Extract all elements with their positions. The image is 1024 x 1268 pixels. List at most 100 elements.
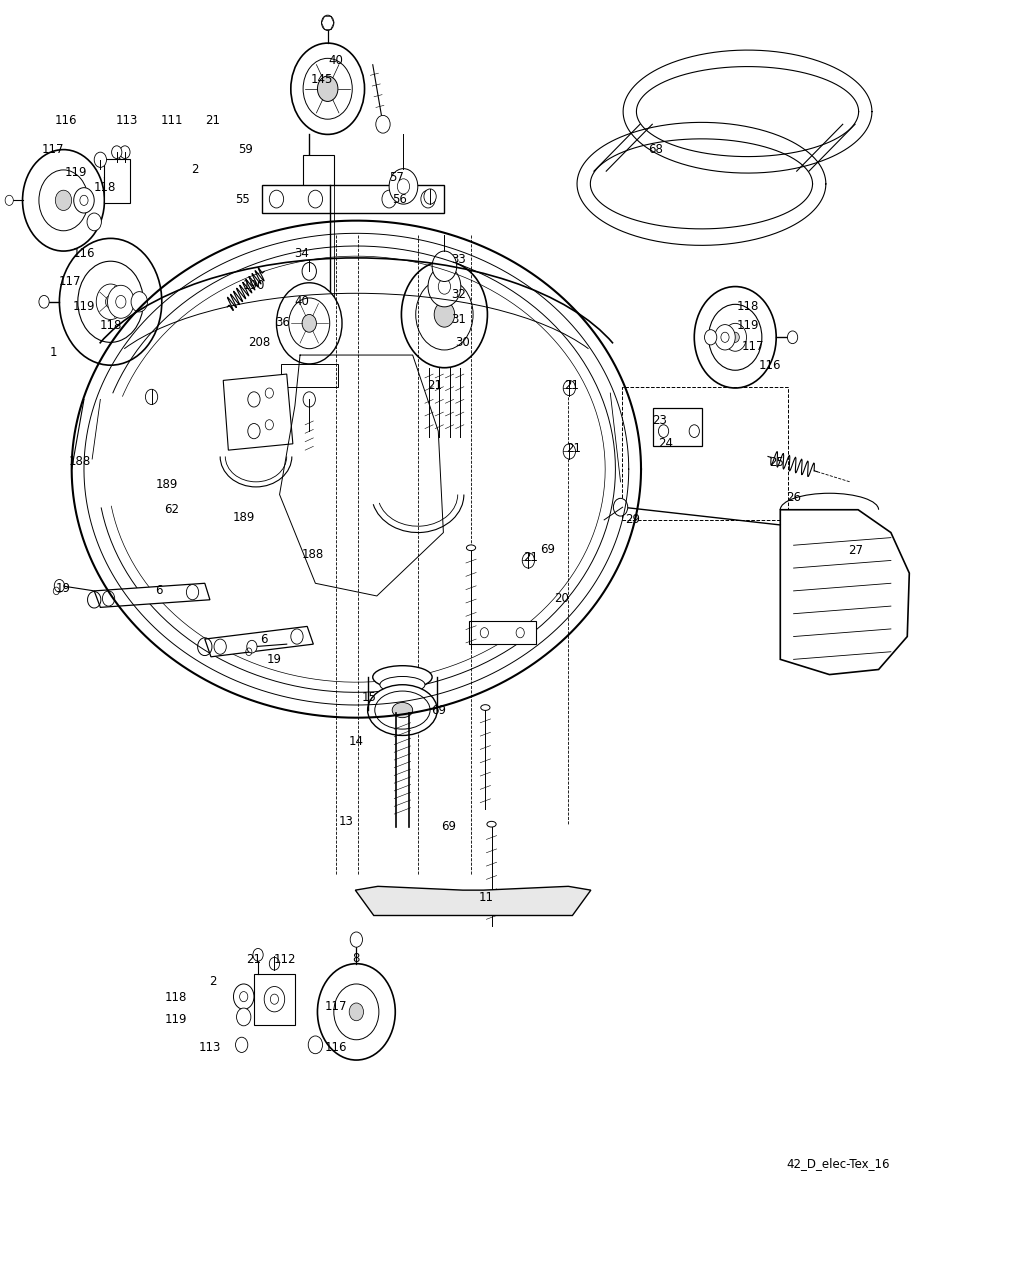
Circle shape <box>382 190 396 208</box>
Text: 13: 13 <box>339 815 353 828</box>
Text: 19: 19 <box>267 653 282 666</box>
Circle shape <box>264 987 285 1012</box>
Text: 118: 118 <box>99 320 122 332</box>
Circle shape <box>322 15 334 30</box>
Bar <box>104 158 130 203</box>
Text: 23: 23 <box>652 415 667 427</box>
Circle shape <box>145 389 158 404</box>
Text: 29: 29 <box>626 514 640 526</box>
Circle shape <box>302 314 316 332</box>
Circle shape <box>94 152 106 167</box>
Circle shape <box>705 330 717 345</box>
Text: 116: 116 <box>54 114 77 127</box>
Text: 116: 116 <box>759 359 781 372</box>
Text: 26: 26 <box>786 491 801 503</box>
Circle shape <box>317 964 395 1060</box>
Circle shape <box>214 639 226 654</box>
Circle shape <box>55 190 72 210</box>
Circle shape <box>563 380 575 396</box>
Circle shape <box>516 628 524 638</box>
Circle shape <box>78 261 143 342</box>
Text: 208: 208 <box>248 336 270 349</box>
Circle shape <box>74 188 94 213</box>
Circle shape <box>120 146 130 158</box>
Text: 40: 40 <box>295 295 309 308</box>
Text: 113: 113 <box>199 1041 221 1054</box>
Text: 69: 69 <box>441 820 456 833</box>
Bar <box>653 408 702 446</box>
Circle shape <box>689 425 699 437</box>
Circle shape <box>397 179 410 194</box>
Circle shape <box>724 323 746 351</box>
Text: 21: 21 <box>523 552 538 564</box>
Text: 1: 1 <box>49 346 57 359</box>
Text: 21: 21 <box>206 114 220 127</box>
Text: 68: 68 <box>648 143 663 156</box>
Circle shape <box>658 425 669 437</box>
Circle shape <box>87 213 101 231</box>
Text: 8: 8 <box>352 952 360 965</box>
Circle shape <box>389 169 418 204</box>
Circle shape <box>421 190 435 208</box>
Text: 21: 21 <box>427 379 441 392</box>
Ellipse shape <box>375 691 430 729</box>
Circle shape <box>186 585 199 600</box>
Circle shape <box>131 292 147 312</box>
Text: 111: 111 <box>161 114 183 127</box>
Text: 119: 119 <box>65 166 87 179</box>
Text: 32: 32 <box>452 288 466 301</box>
Polygon shape <box>223 374 293 450</box>
Text: 112: 112 <box>273 954 296 966</box>
Text: 21: 21 <box>564 379 579 392</box>
Text: 30: 30 <box>456 336 470 349</box>
Polygon shape <box>469 621 536 644</box>
Text: 21: 21 <box>566 443 581 455</box>
Circle shape <box>236 1037 248 1052</box>
Circle shape <box>350 932 362 947</box>
Circle shape <box>694 287 776 388</box>
Polygon shape <box>355 886 591 915</box>
Bar <box>303 155 334 190</box>
Circle shape <box>253 948 263 961</box>
Text: 69: 69 <box>431 704 445 716</box>
Circle shape <box>102 591 115 606</box>
Text: 36: 36 <box>275 316 290 328</box>
Text: 119: 119 <box>73 301 95 313</box>
Text: 25: 25 <box>769 456 783 469</box>
Circle shape <box>248 392 260 407</box>
Circle shape <box>265 420 273 430</box>
Circle shape <box>334 984 379 1040</box>
Circle shape <box>233 984 254 1009</box>
Circle shape <box>787 331 798 344</box>
Text: 21: 21 <box>247 954 261 966</box>
Text: 119: 119 <box>736 320 759 332</box>
Circle shape <box>302 262 316 280</box>
Text: 20: 20 <box>554 592 568 605</box>
Circle shape <box>308 190 323 208</box>
Text: 118: 118 <box>93 181 116 194</box>
Text: 117: 117 <box>42 143 65 156</box>
Circle shape <box>269 190 284 208</box>
Text: 33: 33 <box>452 254 466 266</box>
Polygon shape <box>205 626 313 657</box>
Circle shape <box>416 279 473 350</box>
Text: 188: 188 <box>301 548 324 560</box>
Text: 117: 117 <box>741 340 764 353</box>
Text: 69: 69 <box>541 543 555 555</box>
Circle shape <box>522 553 535 568</box>
Circle shape <box>59 238 162 365</box>
Text: 57: 57 <box>389 171 403 184</box>
Circle shape <box>480 628 488 638</box>
Text: 145: 145 <box>310 74 333 86</box>
Circle shape <box>434 302 455 327</box>
Text: 55: 55 <box>236 193 250 205</box>
Circle shape <box>308 1036 323 1054</box>
Text: 116: 116 <box>325 1041 347 1054</box>
Text: 117: 117 <box>325 1000 347 1013</box>
Ellipse shape <box>481 705 489 710</box>
Text: 119: 119 <box>165 1013 187 1026</box>
Text: 190: 190 <box>243 279 265 292</box>
Circle shape <box>291 43 365 134</box>
Circle shape <box>432 251 457 281</box>
Polygon shape <box>780 510 909 675</box>
